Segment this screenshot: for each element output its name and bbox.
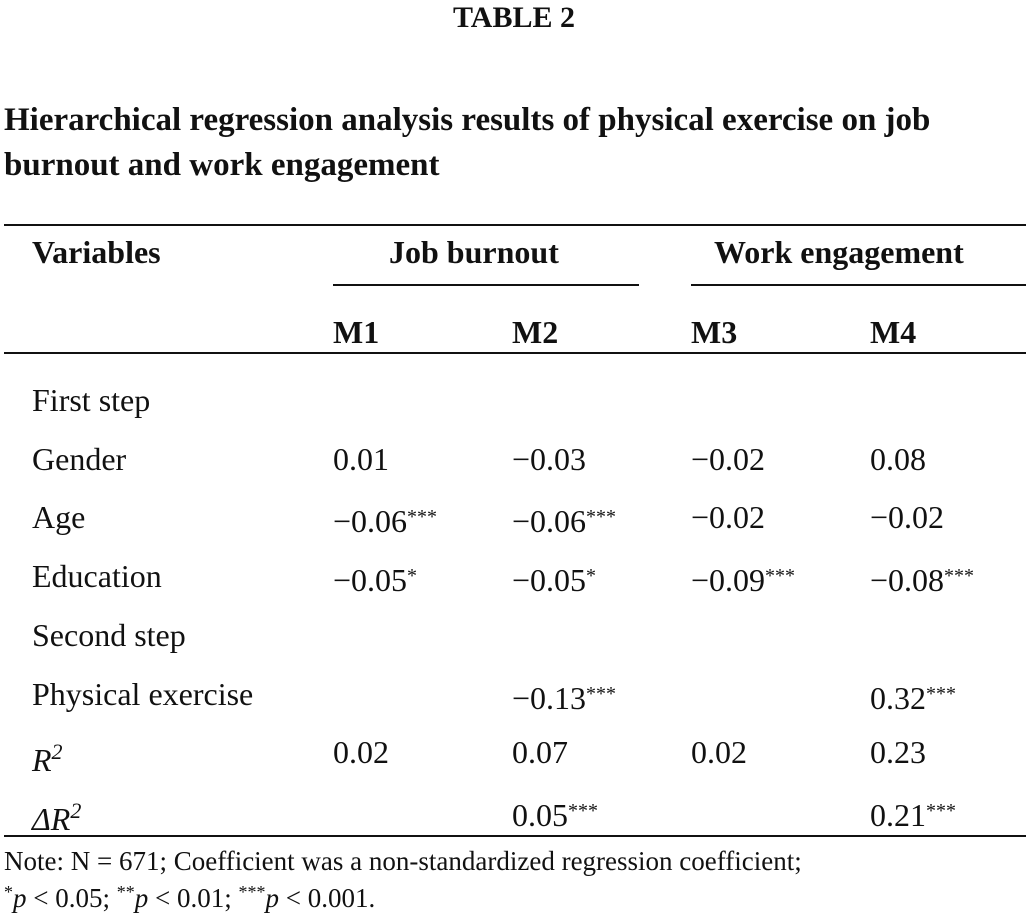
job-burnout-underline [333,284,639,286]
cell-value: 0.23 [870,734,926,771]
cell-value: −0.06*** [333,503,438,540]
cell-value: −0.13*** [512,679,617,716]
row-label: Gender [32,440,127,477]
row-label: Physical exercise [32,675,254,712]
header-variables: Variables [32,234,161,270]
cell-value: −0.02 [691,440,766,477]
cell-value: −0.02 [870,499,945,536]
header-m2: M2 [512,314,559,350]
header-m3: M3 [691,314,738,350]
cell-value: 0.21*** [870,796,956,833]
row-label: Education [32,558,162,595]
header-m4: M4 [870,314,917,350]
bottom-rule [4,835,1026,837]
cell-value: 0.07 [512,734,568,771]
table-note-line-1: Note: N = 671; Coefficient was a non-sta… [4,846,802,876]
cell-value: −0.02 [691,499,766,536]
cell-value: −0.09*** [691,562,796,599]
cell-value: 0.08 [870,440,926,477]
header-work-engagement: Work engagement [714,234,964,270]
header-job-burnout: Job burnout [389,234,559,270]
table-label: TABLE 2 [453,1,575,34]
row-label: ΔR2 [32,797,82,837]
cell-value: 0.02 [691,734,747,771]
table-title-line-2: burnout and work engagement [4,147,440,183]
cell-value: 0.32*** [870,679,956,716]
table-title-line-1: Hierarchical regression analysis results… [4,102,931,138]
header-rule [4,352,1026,354]
cell-value: −0.06*** [512,503,617,540]
cell-value: 0.02 [333,734,389,771]
header-m1: M1 [333,314,380,350]
cell-value: 0.05*** [512,796,598,833]
cell-value: 0.01 [333,440,389,477]
cell-value: −0.03 [512,440,587,477]
row-label: Age [32,499,86,536]
cell-value: −0.05* [512,562,597,599]
work-engagement-underline [691,284,1026,286]
table-note-line-2: *p < 0.05; **p < 0.01; ***p < 0.001. [4,882,376,913]
row-label: First step [32,382,151,418]
row-label: Second step [32,616,186,653]
top-rule [4,224,1026,226]
cell-value: −0.05* [333,562,418,599]
cell-value: −0.08*** [870,562,975,599]
row-label: R2 [32,739,63,779]
